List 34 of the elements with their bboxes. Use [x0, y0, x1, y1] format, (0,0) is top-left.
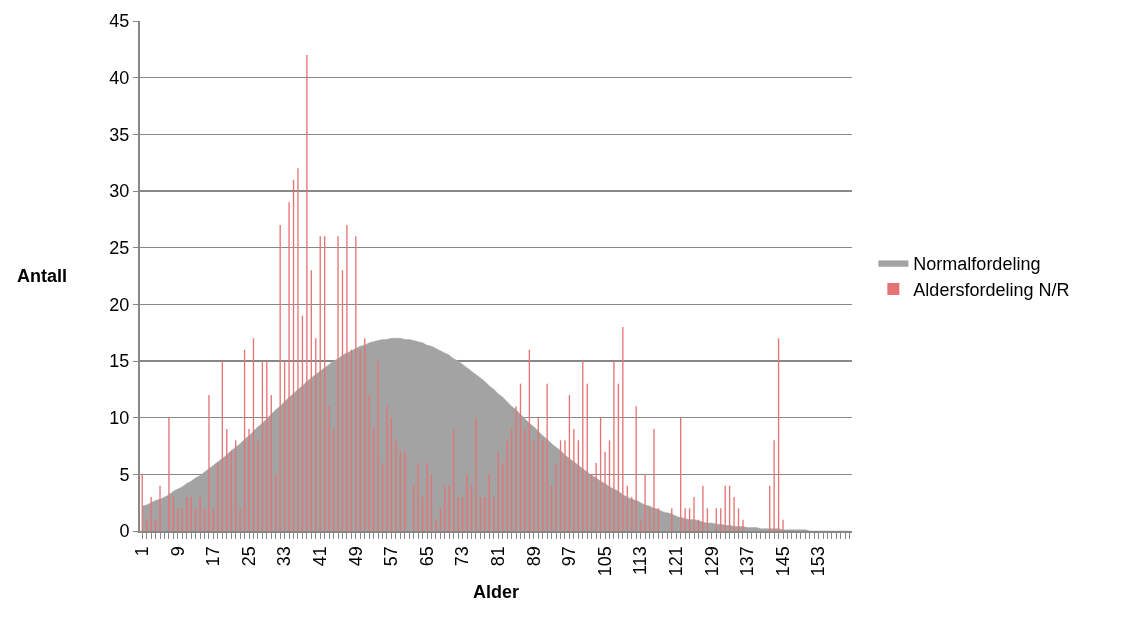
y-tick-label: 40: [109, 67, 130, 88]
x-tick-label: 73: [452, 546, 473, 567]
x-tick-label: 81: [488, 546, 509, 567]
x-tick-label: 33: [274, 546, 295, 567]
legend-label: Aldersfordeling N/R: [913, 280, 1070, 301]
y-tick-label: 30: [109, 181, 130, 202]
y-tick-label: 20: [109, 294, 130, 315]
x-tick-label: 41: [310, 546, 331, 567]
x-tick-label: 49: [345, 546, 366, 567]
legend-label: Normalfordeling: [913, 253, 1041, 274]
y-tick-label: 25: [109, 237, 130, 258]
x-tick-label: 129: [701, 546, 722, 577]
x-tick-label: 65: [416, 546, 437, 567]
x-tick-label: 105: [594, 546, 615, 577]
x-tick-label: 97: [559, 546, 580, 567]
x-axis-title: Alder: [472, 581, 520, 602]
x-tick-label: 137: [737, 546, 758, 577]
x-tick-label: 153: [808, 546, 829, 577]
y-tick-label: 35: [109, 124, 130, 145]
x-tick-label: 113: [630, 546, 651, 575]
y-tick-label: 45: [109, 11, 130, 32]
x-tick-label: 9: [167, 546, 188, 557]
y-axis-title: Antall: [17, 266, 68, 286]
y-tick-label: 0: [119, 521, 130, 542]
x-tick-label: 145: [772, 546, 793, 577]
y-tick-label: 5: [119, 464, 130, 485]
y-tick-label: 10: [109, 407, 130, 428]
x-tick-label: 17: [203, 546, 224, 567]
x-tick-label: 25: [238, 546, 259, 567]
x-tick-label: 121: [666, 546, 687, 577]
x-tick-label: 1: [132, 546, 153, 557]
x-tick-label: 57: [381, 546, 402, 567]
y-tick-label: 15: [109, 351, 130, 372]
x-tick-label: 89: [523, 546, 544, 567]
